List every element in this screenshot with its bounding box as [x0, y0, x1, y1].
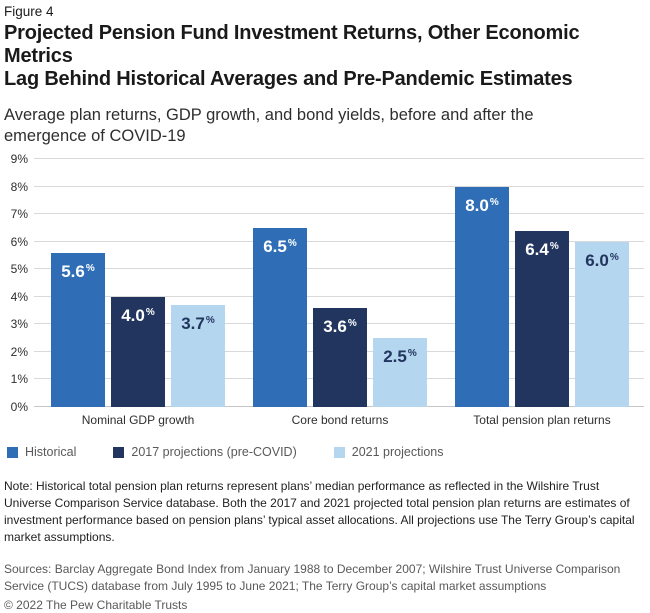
bar-2021-projections-nominal-gdp-growth: 3.7% [171, 305, 225, 407]
bar-group-core-bond-returns: 6.5% 3.6% 2.5% Core bond returns [253, 159, 427, 431]
bar-value-label: 6.0% [585, 250, 619, 270]
chart-subtitle-line-2: emergence of COVID-19 [4, 127, 186, 145]
chart-title-line-1: Projected Pension Fund Investment Return… [4, 22, 580, 67]
bar-value-label: 6.4% [525, 239, 559, 259]
bar-2017-projections-pre-covid-total-pension-plan-returns: 6.4% [515, 230, 569, 407]
y-tick-5: 5% [10, 262, 28, 277]
bar-2021-projections-core-bond-returns: 2.5% [373, 338, 427, 407]
gridline-4 [34, 295, 644, 297]
bars-core-bond-returns: 6.5% 3.6% 2.5% [253, 159, 427, 407]
legend-label: 2021 projections [351, 445, 444, 459]
bar-value-label: 5.6% [61, 261, 95, 281]
legend-item-2017-projections-pre-covid: 2017 projections (pre-COVID) [113, 445, 297, 460]
gridline-7 [34, 213, 644, 215]
legend-label: Historical [25, 445, 77, 459]
bar-value-label: 3.6% [323, 316, 357, 336]
bar-group-total-pension-plan-returns: 8.0% 6.4% 6.0% Total pension plan returns [455, 159, 629, 431]
bar-value-label: 2.5% [383, 347, 417, 367]
y-tick-0: 0% [10, 400, 28, 414]
y-tick-8: 8% [10, 179, 28, 194]
copyright-text: © 2022 The Pew Charitable Trusts [4, 598, 188, 612]
y-tick-9: 9% [10, 152, 28, 166]
legend-swatch-icon [7, 447, 18, 458]
y-tick-4: 4% [10, 289, 28, 304]
chart-title-line-2: Lag Behind Historical Averages and Pre-P… [4, 68, 573, 90]
bars-total-pension-plan-returns: 8.0% 6.4% 6.0% [455, 159, 629, 407]
y-tick-6: 6% [10, 234, 28, 249]
bar-value-label: 3.7% [181, 314, 215, 334]
bar-2021-projections-total-pension-plan-returns: 6.0% [575, 241, 629, 407]
chart-subtitle: Average plan returns, GDP growth, and bo… [4, 105, 646, 147]
legend-item-historical: Historical [7, 445, 76, 460]
y-tick-1: 1% [10, 372, 28, 387]
y-tick-3: 3% [10, 317, 28, 332]
bar-value-label: 6.5% [263, 236, 297, 256]
x-axis-label-nominal-gdp-growth: Nominal GDP growth [81, 413, 195, 427]
legend-item-2021-projections: 2021 projections [333, 445, 444, 460]
chart-subtitle-line-1: Average plan returns, GDP growth, and bo… [4, 106, 534, 124]
figure-number: Figure 4 [4, 4, 54, 19]
bar-value-label: 4.0% [121, 305, 155, 325]
chart-title: Projected Pension Fund Investment Return… [4, 22, 646, 91]
y-tick-7: 7% [10, 207, 28, 222]
gridline-5 [34, 268, 644, 270]
gridline-6 [34, 240, 644, 242]
legend-label: 2017 projections (pre-COVID) [131, 445, 297, 459]
bar-2017-projections-pre-covid-core-bond-returns: 3.6% [313, 307, 367, 407]
bar-groups: 5.6% 4.0% 3.7% Nominal GDP growth 6.5% 3.6% 2.… [34, 159, 644, 431]
bar-2017-projections-pre-covid-nominal-gdp-growth: 4.0% [111, 296, 165, 407]
bar-historical-nominal-gdp-growth: 5.6% [51, 252, 105, 407]
bar-historical-core-bond-returns: 6.5% [253, 227, 307, 407]
legend: Historical 2017 projections (pre-COVID) 20… [4, 445, 646, 460]
gridline-9 [34, 158, 644, 159]
x-axis-label-total-pension-plan-returns: Total pension plan returns [473, 413, 611, 427]
x-axis-label-core-bond-returns: Core bond returns [291, 413, 389, 427]
y-tick-2: 2% [10, 344, 28, 359]
legend-swatch-icon [333, 447, 345, 458]
sources-text: Sources: Barclay Aggregate Bond Index fr… [4, 562, 621, 593]
note-text: Note: Historical total pension plan retu… [4, 479, 635, 544]
bar-value-label: 8.0% [465, 195, 499, 215]
legend-swatch-icon [113, 447, 125, 458]
bars-nominal-gdp-growth: 5.6% 4.0% 3.7% [51, 159, 225, 407]
gridline-8 [34, 185, 644, 187]
bar-group-nominal-gdp-growth: 5.6% 4.0% 3.7% Nominal GDP growth [51, 159, 225, 431]
bar-chart: 0% 1% 2% 3% 4% 5% 6% 7% 8% 9% 5.6% 4.0% 3.7% Nominal… [4, 152, 646, 431]
bar-historical-total-pension-plan-returns: 8.0% [455, 186, 509, 407]
